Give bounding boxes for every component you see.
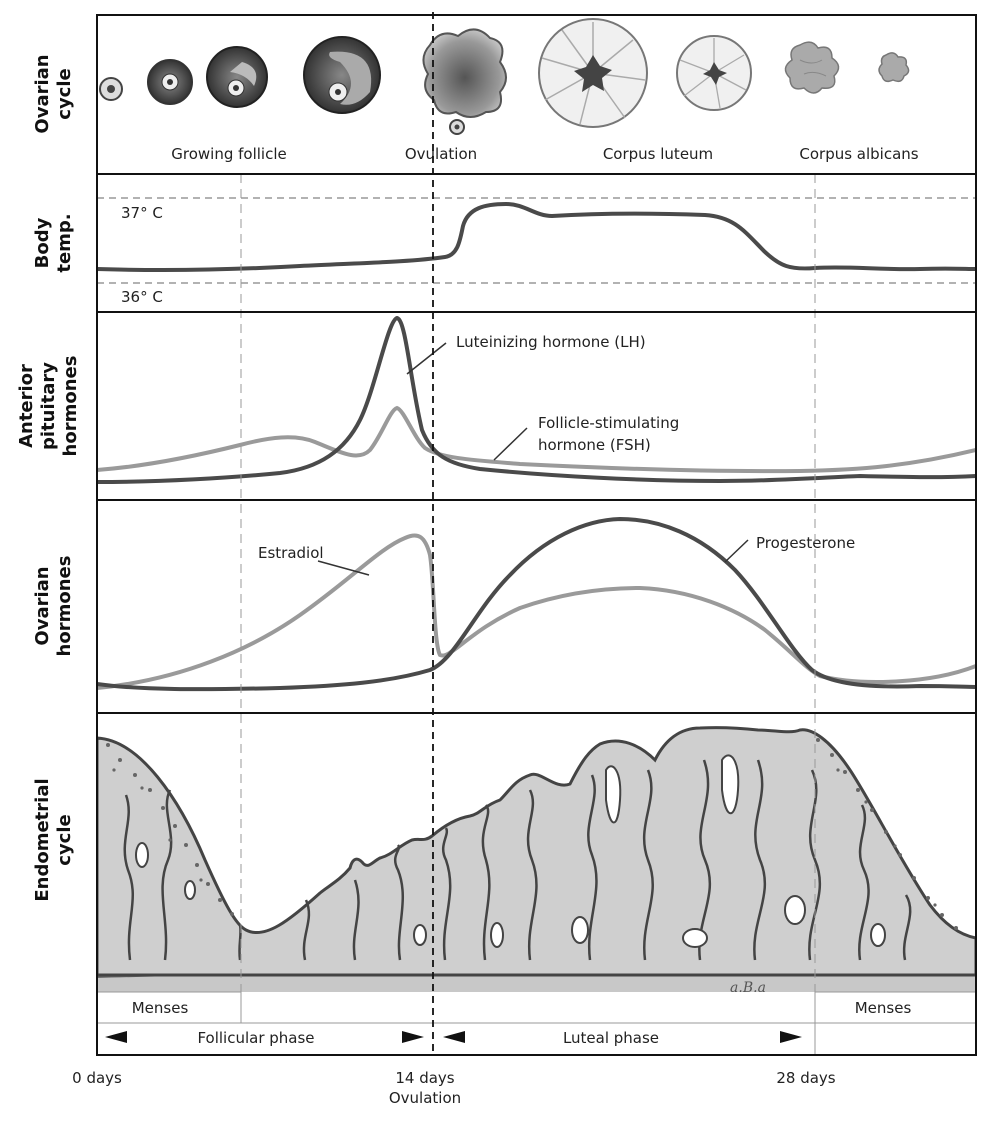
fsh-leader [493, 427, 528, 461]
side-label-ovarian-hormones-line1: Ovarian [32, 566, 53, 645]
lh-label: Luteinizing hormone (LH) [456, 333, 646, 351]
ovarian-hormones-panel: Estradiol Progesterone [97, 516, 976, 692]
lh-curve [97, 315, 976, 484]
endometrium-tissue [97, 726, 976, 977]
side-label-pituitary-line3: hormones [60, 356, 81, 457]
luteal-arrow-right [780, 1031, 802, 1043]
side-label-body-temp-line2: temp. [54, 213, 75, 272]
follicular-arrow-left [105, 1031, 127, 1043]
side-label-pituitary: Anterior pituitary hormones [16, 356, 81, 457]
endometrial-panel [97, 726, 976, 992]
fsh-label-line2: hormone (FSH) [538, 436, 651, 454]
estradiol-curve [97, 533, 976, 690]
ovulation-follicle-icon [422, 28, 507, 135]
estradiol-leader [317, 560, 370, 576]
side-label-ovarian-cycle-line1: Ovarian [32, 54, 53, 133]
axis-label-day0: 0 days [72, 1069, 122, 1087]
artist-signature: a.B.a [730, 980, 766, 996]
axis-label-ovulation: Ovulation [389, 1089, 461, 1107]
diagram-frame [96, 14, 977, 1056]
corpus-albicans-small-icon [878, 52, 910, 83]
stage-label-growing-follicle: Growing follicle [171, 145, 286, 163]
side-label-ovarian-hormones-line2: hormones [54, 556, 75, 657]
corpus-luteum-large-icon [538, 18, 648, 128]
mature-follicle-icon [303, 36, 381, 114]
temp-label-36: 36° C [121, 288, 163, 306]
side-label-pituitary-line2: pituitary [38, 362, 59, 450]
progesterone-curve [97, 516, 976, 692]
estradiol-label: Estradiol [258, 544, 324, 562]
side-label-endometrial: Endometrial cycle [32, 778, 75, 901]
menses-left-label: Menses [132, 999, 189, 1017]
follicular-arrow-right [402, 1031, 424, 1043]
fsh-curve [97, 405, 976, 474]
antral-follicle-icon [206, 46, 268, 108]
corpus-albicans-large-icon [784, 41, 840, 94]
luteal-phase-label: Luteal phase [563, 1029, 659, 1047]
secondary-follicle-icon [147, 59, 193, 105]
progesterone-leader [724, 539, 749, 563]
lh-leader [406, 342, 447, 375]
corpus-luteum-small-icon [676, 35, 752, 111]
progesterone-label: Progesterone [756, 534, 855, 552]
ovarian-cycle-panel: Growing follicle Ovulation Corpus luteum… [99, 18, 919, 163]
side-label-endometrial-line1: Endometrial [32, 778, 53, 901]
uterine-glands [123, 759, 912, 961]
menses-right-label: Menses [855, 999, 912, 1017]
phase-row: Follicular phase Luteal phase [105, 1029, 802, 1047]
side-label-body-temp: Body temp. [32, 213, 75, 272]
fsh-label-line1: Follicle-stimulating [538, 414, 679, 432]
pituitary-panel: Luteinizing hormone (LH) Follicle-stimul… [97, 315, 976, 484]
menstrual-debris [106, 738, 958, 930]
side-label-ovarian-cycle: Ovarian cycle [32, 54, 75, 133]
primary-follicle-icon [99, 77, 123, 101]
side-label-body-temp-line1: Body [32, 217, 53, 268]
side-label-ovarian-cycle-line2: cycle [54, 68, 75, 119]
temp-label-37: 37° C [121, 204, 163, 222]
side-label-ovarian-hormones: Ovarian hormones [32, 556, 75, 657]
stage-label-corpus-luteum: Corpus luteum [603, 145, 713, 163]
gland-lumens [135, 754, 886, 948]
axis-label-day28: 28 days [776, 1069, 835, 1087]
axis-label-day14: 14 days [395, 1069, 454, 1087]
stage-label-ovulation: Ovulation [405, 145, 477, 163]
side-label-pituitary-line1: Anterior [16, 364, 37, 448]
stage-label-corpus-albicans: Corpus albicans [799, 145, 918, 163]
body-temp-panel: 37° C 36° C [97, 197, 976, 306]
body-temp-curve [97, 201, 976, 272]
luteal-arrow-left [443, 1031, 465, 1043]
side-label-endometrial-line2: cycle [54, 814, 75, 865]
follicular-phase-label: Follicular phase [197, 1029, 314, 1047]
